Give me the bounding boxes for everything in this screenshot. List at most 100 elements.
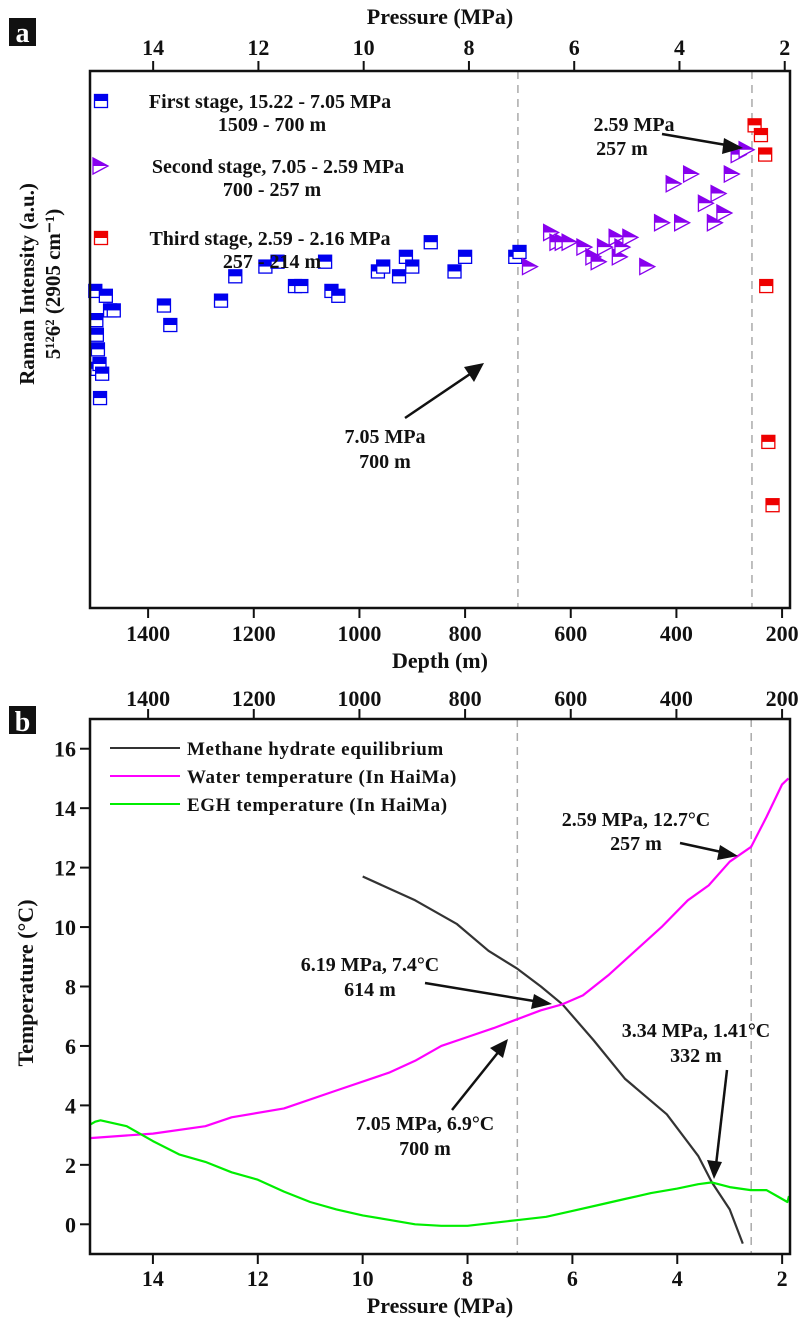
data-point	[753, 127, 769, 143]
x-tick-label: 1200	[232, 621, 276, 646]
data-point	[758, 147, 773, 162]
panel-b: b 1400 1200 1000 800 600 400 200 14 12 10 8 6 4 2 0 2…	[9, 686, 799, 1318]
legend-third-stage-depth: 257 - 214 m	[223, 251, 322, 273]
panel-a-data-points	[88, 118, 780, 513]
x-tick-label: 4	[672, 1266, 683, 1291]
panel-a-frame	[88, 69, 792, 610]
panel-b-frame	[88, 717, 792, 1256]
top-tick-label: 10	[353, 35, 375, 60]
annotation-text: 700 m	[359, 451, 411, 473]
top-tick-label: 800	[449, 686, 482, 711]
data-point	[590, 252, 608, 271]
egh-temperature-line	[89, 1119, 791, 1227]
panel-b-bottom-ticks: 14 12 10 8 6 4 2	[142, 1254, 788, 1291]
y-tick-label: 16	[54, 737, 76, 762]
data-point	[270, 254, 285, 269]
top-tick-label: 6	[569, 35, 580, 60]
arrowhead-icon	[531, 994, 552, 1009]
legend-third-stage: Third stage, 2.59 - 2.16 MPa	[149, 228, 390, 250]
y-tick-label: 0	[65, 1212, 76, 1237]
panel-a-legend: First stage, 15.22 - 7.05 MPa 1509 - 700…	[92, 91, 404, 273]
x-tick-label: 400	[660, 621, 693, 646]
panel-b-legend: Methane hydrate equilibrium Water temper…	[110, 739, 456, 816]
data-point	[317, 254, 333, 269]
y-tick-label: 8	[65, 975, 76, 1000]
data-point	[106, 303, 121, 318]
top-tick-label: 2	[779, 35, 790, 60]
annotation-text: 7.05 MPa	[344, 426, 425, 448]
data-point	[331, 288, 346, 303]
y-tick-label: 14	[54, 796, 76, 821]
data-point	[521, 257, 539, 276]
data-point	[376, 259, 391, 274]
y-tick-label: 4	[65, 1093, 76, 1118]
methane-equilibrium-line	[362, 875, 744, 1244]
panel-a-label: a	[16, 18, 30, 49]
top-tick-label: 1400	[126, 686, 170, 711]
arrowhead-icon	[717, 845, 738, 860]
panel-b-stage-boundaries	[516, 719, 752, 1254]
data-point	[447, 264, 462, 279]
data-point	[423, 235, 438, 250]
data-point	[561, 233, 579, 252]
x-tick-label: 8	[462, 1266, 473, 1291]
legend-marker-first-stage	[93, 93, 109, 109]
arrowhead-icon	[490, 1039, 508, 1058]
data-point	[759, 278, 774, 294]
panel-a-top-ticks: 14 12 10 8 6 4 2	[142, 35, 790, 71]
x-tick-label: 1000	[337, 621, 381, 646]
panel-b-x-axis-title: Pressure (MPa)	[367, 1293, 513, 1318]
data-point	[697, 194, 715, 213]
x-tick-label: 600	[554, 621, 587, 646]
panel-b-annotation-332m: 3.34 MPa, 1.41°C 332 m	[622, 1020, 771, 1179]
data-point	[682, 164, 701, 184]
legend-first-stage-depth: 1509 - 700 m	[218, 114, 327, 136]
annotation-arrow	[679, 841, 727, 855]
top-tick-label: 12	[247, 35, 269, 60]
panel-a-annotation-700m: 7.05 MPa 700 m	[344, 363, 484, 473]
arrowhead-icon	[722, 138, 743, 154]
data-point	[716, 203, 734, 223]
annotation-text: 700 m	[399, 1138, 451, 1160]
panel-b-annotation-614m: 6.19 MPa, 7.4°C 614 m	[301, 954, 552, 1009]
annotation-text: 614 m	[344, 979, 396, 1001]
annotation-text: 6.19 MPa, 7.4°C	[301, 954, 440, 976]
annotation-text: 3.34 MPa, 1.41°C	[622, 1020, 771, 1042]
data-point	[665, 174, 683, 193]
data-point	[576, 238, 594, 257]
panel-a-y-axis-title: Raman Intensity (a.u.) 5¹²6² (2905 cm⁻¹)	[15, 183, 65, 385]
data-point	[622, 228, 640, 247]
legend-marker	[92, 156, 110, 176]
y-tick-label: 12	[54, 856, 76, 881]
panel-a-stage-boundaries	[517, 71, 753, 608]
panel-b-top-ticks: 1400 1200 1000 800 600 400 200	[126, 686, 799, 719]
top-tick-label: 1200	[232, 686, 276, 711]
panel-a-ylabel-line2: 5¹²6² (2905 cm⁻¹)	[41, 209, 65, 360]
data-point	[710, 184, 728, 203]
data-point	[405, 259, 420, 274]
data-point	[738, 140, 756, 159]
x-tick-label: 200	[766, 621, 799, 646]
top-tick-label: 4	[674, 35, 685, 60]
top-tick-label: 200	[766, 686, 799, 711]
panel-b-series-lines	[89, 777, 791, 1244]
panel-b-annotation-257m: 2.59 MPa, 12.7°C 257 m	[562, 809, 738, 860]
panel-a-x-axis-title: Depth (m)	[392, 648, 488, 673]
annotation-arrow	[714, 1069, 729, 1166]
water-temperature-line	[89, 777, 790, 1140]
data-point	[98, 288, 113, 303]
panel-a-tag: a	[9, 18, 36, 49]
panel-b-y-ticks: 0 2 4 6 8 10 12 14 16	[54, 737, 90, 1237]
data-point	[213, 293, 229, 308]
data-point	[228, 269, 243, 284]
annotation-text: 2.59 MPa, 12.7°C	[562, 809, 711, 831]
top-tick-label: 1000	[337, 686, 381, 711]
x-tick-label: 2	[777, 1266, 788, 1291]
annotation-arrow	[661, 132, 733, 148]
top-tick-label: 600	[554, 686, 587, 711]
x-tick-label: 800	[449, 621, 482, 646]
data-point	[90, 342, 106, 357]
data-point	[765, 498, 780, 513]
data-point	[391, 269, 407, 284]
